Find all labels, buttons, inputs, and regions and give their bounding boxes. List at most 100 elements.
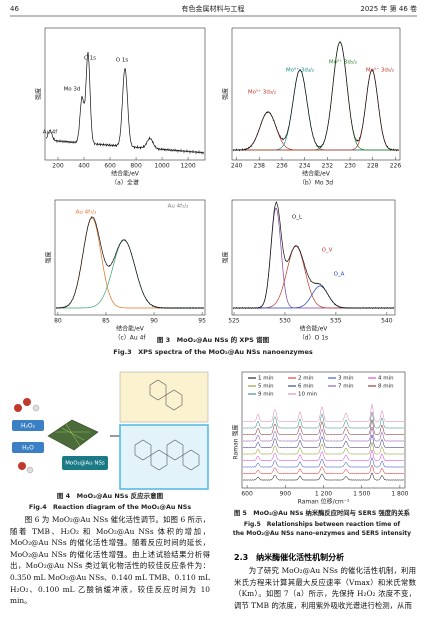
- x-tick-label: 540: [381, 318, 393, 325]
- x-tick-label: 1200: [180, 163, 195, 170]
- legend-label: 2 min: [298, 376, 314, 382]
- plot-frame: [54, 199, 206, 316]
- x-tick-label: 85: [102, 318, 110, 325]
- x-axis-label: 结合能/eV: [116, 325, 145, 333]
- peak-label: Mo 3d: [64, 87, 81, 93]
- y-axis-label: Raman 强度: [232, 425, 240, 460]
- fig5-caption: 图 5 MoO₂@Au NSs 纳米酶反应时间与 SERS 强度的关系: [234, 508, 411, 517]
- spectrum-curve: [55, 216, 205, 310]
- x-tick-label: 234: [299, 163, 311, 170]
- spectrum-curve: [243, 457, 405, 468]
- spectrum-curve: [232, 41, 400, 152]
- legend-label: 1 min: [258, 376, 274, 382]
- panel-caption: （d）O 1s: [299, 335, 328, 342]
- plot-frame: [231, 27, 401, 161]
- peak-label: Mo⁶⁺ 3d₃/₂: [286, 67, 314, 74]
- spectrum-curve: [233, 69, 399, 151]
- peak-label: Au 4f: [43, 130, 58, 136]
- y-axis-label: 强度: [222, 251, 230, 263]
- x-tick-label: 1 200: [315, 491, 332, 498]
- plot-frame: [44, 27, 206, 161]
- spectrum-curve: [243, 464, 405, 475]
- section-heading: 2.3 纳米酶催化活性机制分析: [234, 553, 345, 562]
- spectrum-curve: [56, 217, 204, 309]
- page-number: 46: [10, 5, 19, 13]
- x-tick-label: 535: [330, 318, 342, 325]
- panel-caption: （b）Mo 3d: [299, 180, 333, 187]
- peak-label: Au 4f₅/₂: [168, 204, 189, 210]
- spectrum-curve: [243, 426, 405, 442]
- spectrum-curve: [243, 418, 405, 436]
- peak-label: O_V: [322, 248, 333, 254]
- x-tick-label: 80: [54, 318, 62, 325]
- fig3-caption: 图 3 MoO₂@Au NSs 的 XPS 谱图: [157, 335, 270, 344]
- fig4-caption-en: Fig.4 Reaction diagram of the MoO₂@Au NS…: [29, 503, 191, 511]
- fig4-label: H₂O: [22, 445, 34, 452]
- peak-label: O 1s: [116, 58, 129, 64]
- x-tick-label: 95: [198, 318, 206, 325]
- spectrum-curve: [243, 411, 405, 429]
- legend-label: 5 min: [258, 384, 274, 390]
- peak-label: Au 4f₇/₂: [76, 210, 97, 216]
- x-tick-label: 1 800: [391, 491, 408, 498]
- fig4-label: H₂O₂: [21, 423, 36, 430]
- legend-label: 8 min: [378, 384, 394, 390]
- spectrum-curve: [243, 472, 405, 481]
- y-axis-label: 强度: [45, 251, 53, 263]
- x-axis-label: Raman 位移/cm⁻¹: [298, 498, 350, 506]
- x-tick-label: 230: [344, 163, 356, 170]
- x-tick-label: 1 500: [353, 491, 370, 498]
- spectrum-curve: [243, 441, 405, 455]
- legend-label: 4 min: [378, 376, 394, 382]
- fig3-caption-en: Fig.3 XPS spectra of the MoO₂@Au NSs nan…: [113, 348, 313, 356]
- paragraph: 图 6 为 MoO₂@Au NSs 催化活性调节。如图 6 所示，随着 TMB、…: [10, 515, 210, 606]
- peak-label: Mo⁵⁺ 3d₅/₂: [366, 67, 394, 74]
- panel-caption: （a）全谱: [111, 179, 139, 187]
- fig5-caption-en: Fig.5 Relationships between reaction tim…: [233, 521, 411, 537]
- spectrum-curve: [243, 403, 405, 423]
- spectrum-curve: [243, 434, 405, 449]
- fig4-caption: 图 4 MoO₂@Au NSs 反应示意图: [57, 491, 164, 500]
- x-tick-label: 200: [52, 163, 64, 170]
- x-axis-label: 结合能/eV: [300, 325, 329, 333]
- x-tick-label: 525: [228, 318, 240, 325]
- x-tick-label: 232: [322, 163, 334, 170]
- plot-frame: [231, 199, 396, 316]
- x-tick-label: 238: [254, 163, 266, 170]
- x-tick-label: 226: [390, 163, 402, 170]
- x-tick-label: 228: [367, 163, 379, 170]
- issue: 2025 年 第 46 卷: [360, 4, 417, 13]
- legend-label: 7 min: [338, 384, 354, 390]
- y-axis-label: 强度: [35, 88, 43, 100]
- x-tick-label: 600: [241, 491, 253, 498]
- spectrum-curve: [233, 285, 394, 309]
- peak-label: Mo⁵⁺ 3d₃/₂: [248, 89, 276, 96]
- x-tick-label: 240: [231, 163, 243, 170]
- spectrum-curve: [233, 245, 394, 309]
- legend-label: 10 min: [298, 392, 318, 398]
- peak-label: C 1s: [84, 56, 96, 62]
- x-axis-label: 结合能/eV: [302, 170, 331, 178]
- spectrum-curve: [45, 51, 205, 155]
- x-tick-label: 236: [276, 163, 288, 170]
- paragraph: 为了研究 MoO₂@Au NSs 的催化活性机制，利用米氏方程来计算其最大反应速…: [234, 566, 416, 610]
- x-tick-label: 1000: [154, 163, 169, 170]
- x-tick-label: 900: [280, 491, 292, 498]
- x-tick-label: 600: [104, 163, 116, 170]
- peak-label: O_A: [334, 272, 345, 278]
- spectrum-curve: [233, 207, 394, 309]
- peak-label: Mo⁶⁺ 3d₅/₂: [329, 59, 357, 66]
- legend-label: 3 min: [338, 376, 354, 382]
- legend-label: 9 min: [258, 392, 274, 398]
- spectrum-curve: [243, 449, 405, 462]
- y-axis-label: 强度: [222, 88, 230, 100]
- spectrum-curve: [232, 201, 395, 310]
- x-tick-label: 400: [78, 163, 90, 170]
- x-axis-label: 结合能/eV: [111, 170, 140, 178]
- fig4-illustration: [12, 371, 209, 490]
- x-tick-label: 90: [150, 318, 158, 325]
- peak-label: O_L: [292, 215, 303, 221]
- journal: 有色金属材料与工程: [182, 4, 245, 13]
